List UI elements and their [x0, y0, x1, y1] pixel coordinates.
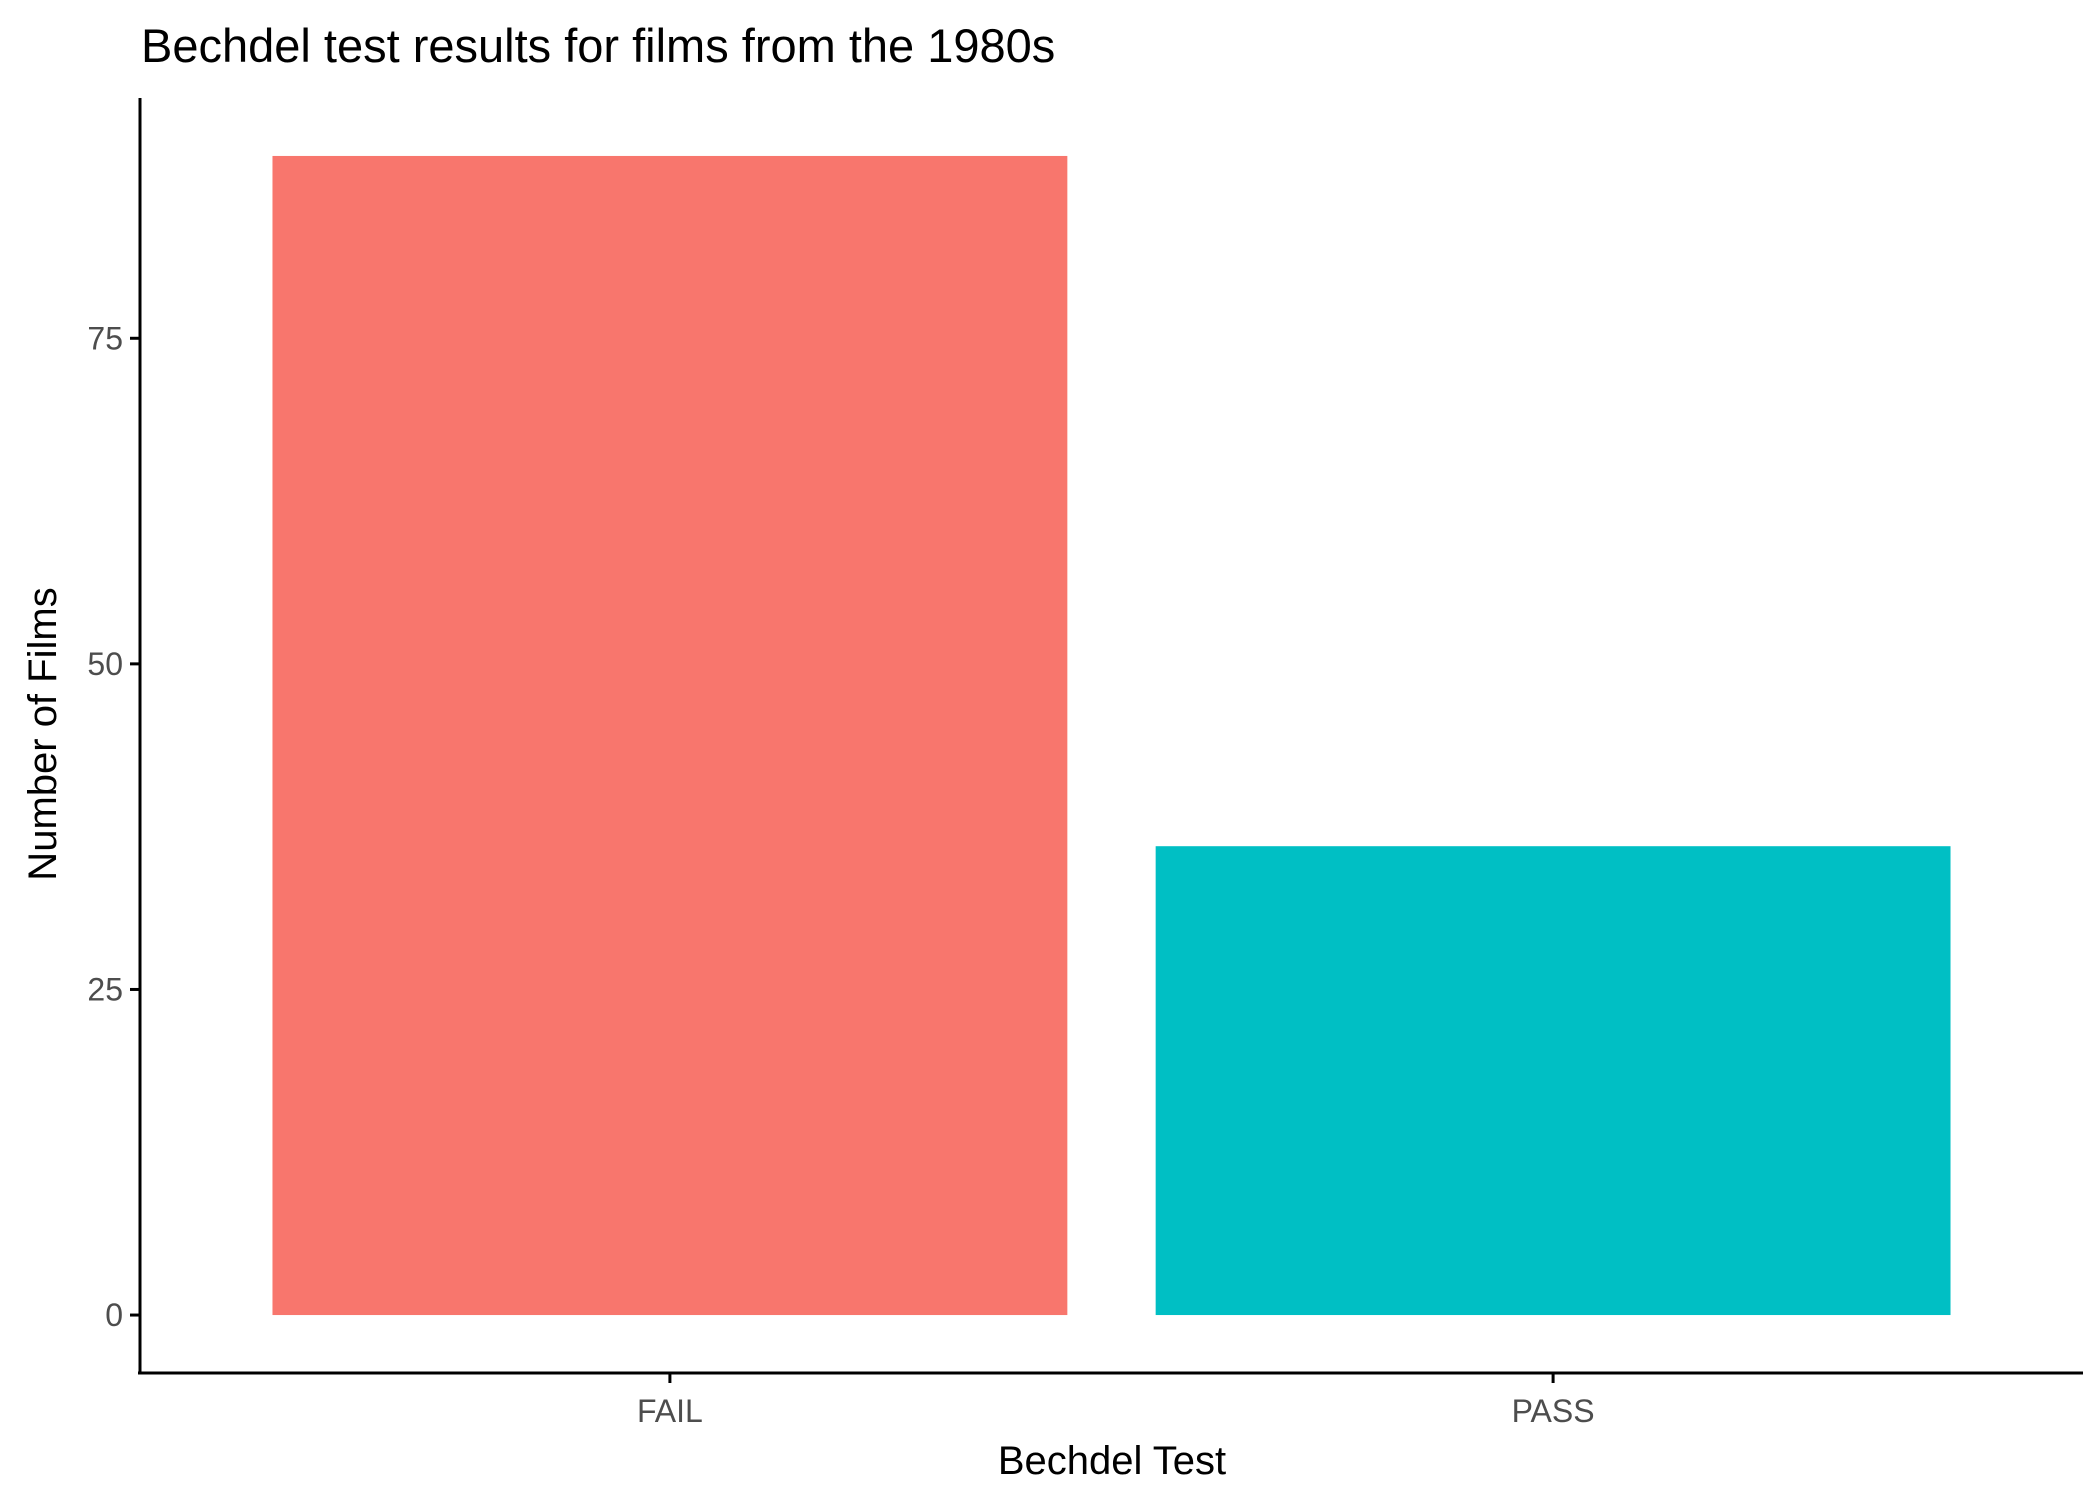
- chart-title: Bechdel test results for films from the …: [141, 19, 1055, 72]
- x-axis-title: Bechdel Test: [998, 1439, 1226, 1483]
- y-tick-label: 75: [87, 320, 123, 356]
- y-tick-label: 0: [105, 1297, 123, 1333]
- y-tick-label: 50: [87, 646, 123, 682]
- bars-group: [272, 155, 1951, 1316]
- y-tick-label: 25: [87, 971, 123, 1007]
- y-axis-title: Number of Films: [21, 587, 65, 880]
- bar-fail: [272, 155, 1068, 1316]
- bar-pass: [1155, 846, 1951, 1316]
- x-tick-label: PASS: [1512, 1393, 1595, 1429]
- x-tick-label: FAIL: [637, 1393, 703, 1429]
- x-axis-ticks: FAIL PASS: [637, 1373, 1595, 1429]
- y-axis-ticks: 0 25 50 75: [87, 320, 140, 1333]
